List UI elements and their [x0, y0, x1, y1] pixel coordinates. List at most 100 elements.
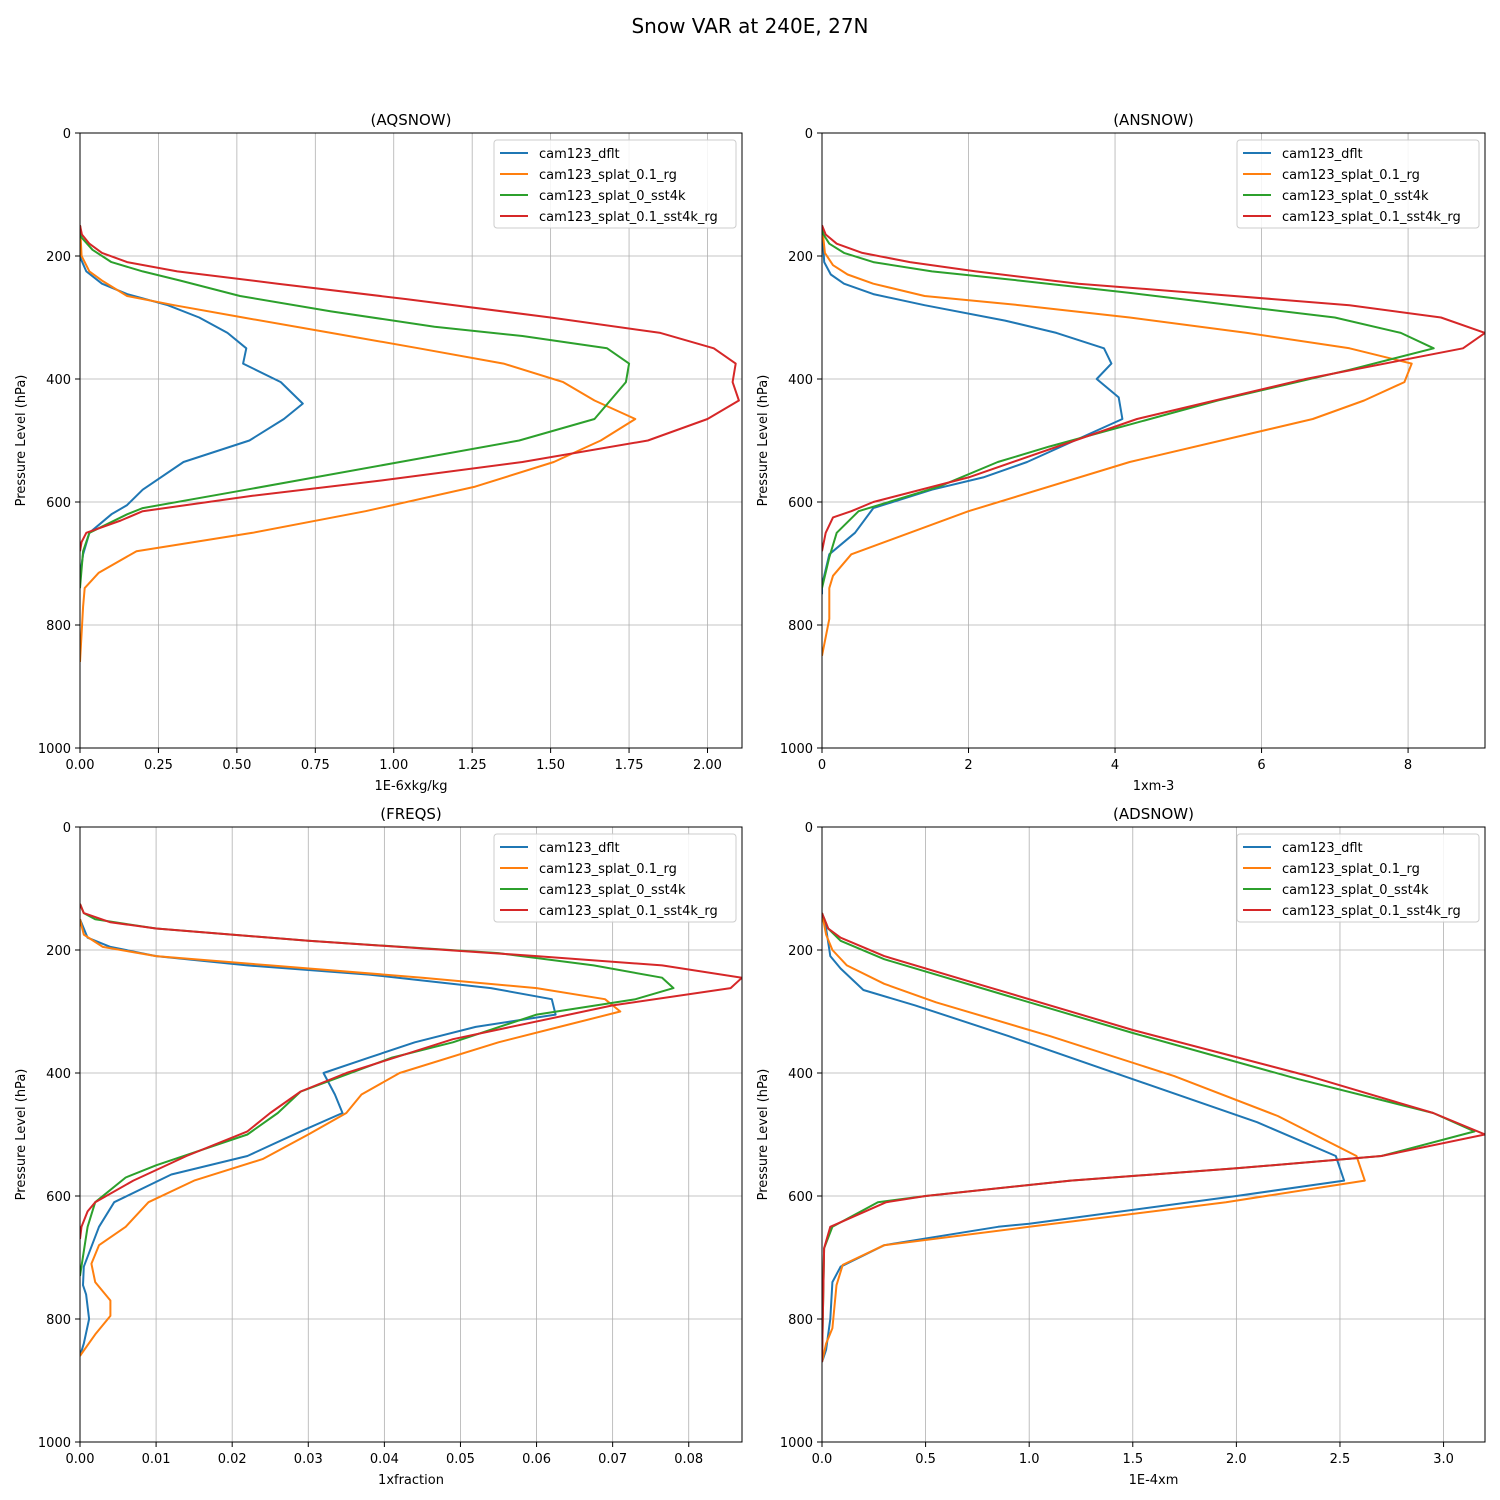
legend-label: cam123_dflt [539, 147, 620, 162]
x-tick-label: 2.5 [1330, 1452, 1351, 1467]
y-tick-label: 400 [788, 1067, 813, 1082]
x-tick-label: 0 [818, 758, 826, 773]
x-tick-label: 2.0 [1226, 1452, 1247, 1467]
legend-label: cam123_splat_0.1_sst4k_rg [539, 904, 718, 919]
y-tick-label: 0 [63, 127, 71, 142]
x-tick-label: 1.75 [615, 758, 644, 773]
x-tick-label: 6 [1257, 758, 1265, 773]
x-tick-label: 1.0 [1019, 1452, 1040, 1467]
axes-frame [79, 132, 743, 749]
x-tick-label: 0.03 [294, 1452, 323, 1467]
y-tick-label: 600 [788, 496, 813, 511]
series-line-cam123_dflt [80, 225, 304, 589]
legend-label: cam123_splat_0_sst4k [539, 189, 686, 204]
x-tick-label: 0.75 [301, 758, 330, 773]
legend-label: cam123_splat_0.1_sst4k_rg [539, 210, 718, 225]
x-tick-label: 0.06 [522, 1452, 551, 1467]
legend-label: cam123_splat_0.1_sst4k_rg [1282, 210, 1461, 225]
x-axis-label: 1E-6xkg/kg [374, 779, 447, 794]
x-axis-label: 1xm-3 [1133, 779, 1175, 794]
axes-frame [821, 132, 1486, 749]
y-tick-label: 800 [788, 619, 813, 634]
series-line-cam123_splat_0.1_sst4k_rg [822, 224, 1485, 552]
y-tick-label: 200 [788, 944, 813, 959]
y-tick-label: 1000 [38, 1436, 71, 1451]
chart-panel-4: 0.0 0.5 1.0 1.5 2.0 2.5 3.0 0 200 400 600 800 1000 (A… [756, 805, 1486, 1488]
chart-panel-3: 0.00 0.01 0.02 0.03 0.04 0.05 0.06 0.07 0.08 0 200… [14, 805, 743, 1488]
legend-box [1236, 139, 1480, 229]
legend-label: cam123_dflt [539, 841, 620, 856]
y-tick-label: 0 [63, 821, 71, 836]
subplot-title: (FREQS) [380, 805, 442, 823]
legend-label: cam123_splat_0_sst4k [1282, 189, 1429, 204]
x-tick-label: 2 [964, 758, 972, 773]
x-axis-label: 1xfraction [378, 1473, 444, 1488]
series-line-cam123_splat_0.1_sst4k_rg [822, 912, 1485, 1363]
y-axis-label: Pressure Level (hPa) [756, 1069, 771, 1201]
y-tick-label: 600 [46, 496, 71, 511]
series-line-cam123_splat_0.1_sst4k_rg [80, 903, 742, 1240]
series-line-cam123_dflt [822, 912, 1346, 1363]
x-tick-label: 0.00 [66, 1452, 95, 1467]
x-tick-label: 0.00 [66, 758, 95, 773]
legend: cam123_dflt cam123_splat_0.1_rg cam123_spl… [493, 139, 737, 229]
x-tick-label: 0.50 [222, 758, 251, 773]
x-tick-label: 0.07 [598, 1452, 627, 1467]
x-tick-label: 0.25 [144, 758, 173, 773]
chart-panel-2: 0 2 4 6 8 0 200 400 600 800 1000 (ANSNOW) 1xm-3 Press… [756, 111, 1486, 794]
x-tick-label: 2.00 [693, 758, 722, 773]
x-tick-label: 0.04 [370, 1452, 399, 1467]
legend-label: cam123_splat_0.1_rg [1282, 168, 1420, 183]
legend: cam123_dflt cam123_splat_0.1_rg cam123_spl… [493, 833, 737, 923]
x-tick-label: 1.50 [536, 758, 565, 773]
legend-label: cam123_dflt [1282, 841, 1363, 856]
y-tick-label: 400 [46, 373, 71, 388]
y-tick-label: 800 [46, 1313, 71, 1328]
y-axis-label: Pressure Level (hPa) [756, 375, 771, 507]
axes-frame [79, 826, 743, 1443]
x-tick-label: 0.01 [142, 1452, 171, 1467]
subplot-title: (ADSNOW) [1113, 805, 1194, 823]
y-tick-label: 200 [46, 250, 71, 265]
y-tick-label: 0 [805, 127, 813, 142]
series-line-cam123_splat_0.1_rg [80, 919, 622, 1357]
axes-frame [821, 826, 1486, 1443]
figure-title: Snow VAR at 240E, 27N [631, 14, 869, 38]
chart-panel-1: 0.00 0.25 0.50 0.75 1.00 1.25 1.50 1.75 2.00 0 200… [14, 111, 743, 794]
series-line-cam123_splat_0_sst4k [822, 912, 1476, 1363]
legend-box [493, 139, 737, 229]
series-line-cam123_splat_0.1_rg [822, 225, 1413, 656]
x-tick-label: 3.0 [1433, 1452, 1454, 1467]
y-tick-label: 400 [46, 1067, 71, 1082]
y-tick-label: 1000 [780, 742, 813, 757]
subplot-title: (AQSNOW) [371, 111, 452, 129]
x-tick-label: 4 [1111, 758, 1119, 773]
series-line-cam123_splat_0.1_sst4k_rg [80, 225, 740, 552]
legend-label: cam123_splat_0.1_rg [1282, 862, 1420, 877]
legend-label: cam123_splat_0_sst4k [539, 883, 686, 898]
x-tick-label: 0.05 [446, 1452, 475, 1467]
y-tick-label: 800 [46, 619, 71, 634]
x-tick-label: 8 [1404, 758, 1412, 773]
series-line-cam123_dflt [80, 918, 557, 1357]
subplot-title: (ANSNOW) [1113, 111, 1194, 129]
x-tick-label: 1.00 [379, 758, 408, 773]
series-line-cam123_splat_0_sst4k [80, 225, 631, 589]
x-tick-label: 1.25 [458, 758, 487, 773]
legend-box [493, 833, 737, 923]
y-tick-label: 200 [788, 250, 813, 265]
legend-box [1236, 833, 1480, 923]
y-tick-label: 0 [805, 821, 813, 836]
y-axis-label: Pressure Level (hPa) [14, 375, 29, 507]
x-tick-label: 0.08 [674, 1452, 703, 1467]
y-tick-label: 800 [788, 1313, 813, 1328]
y-tick-label: 200 [46, 944, 71, 959]
y-tick-label: 1000 [38, 742, 71, 757]
series-line-cam123_splat_0.1_rg [822, 912, 1366, 1363]
series-line-cam123_splat_0_sst4k [822, 225, 1435, 589]
y-tick-label: 400 [788, 373, 813, 388]
legend: cam123_dflt cam123_splat_0.1_rg cam123_spl… [1236, 139, 1480, 229]
series-line-cam123_splat_0.1_rg [80, 225, 637, 662]
x-tick-label: 0.0 [812, 1452, 833, 1467]
